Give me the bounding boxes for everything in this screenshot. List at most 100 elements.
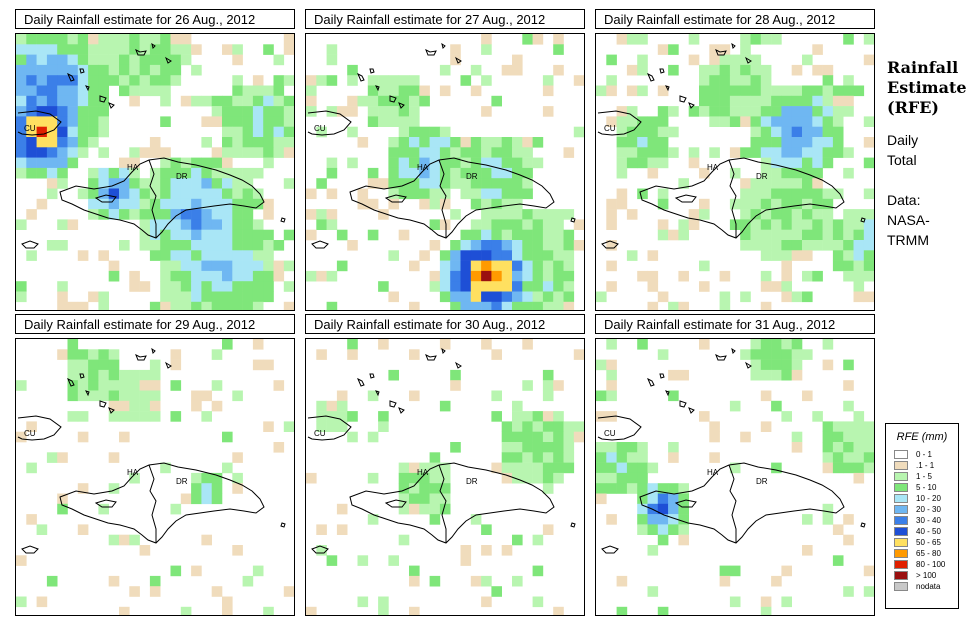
rainfall-cell xyxy=(481,137,492,148)
rainfall-cell xyxy=(470,188,482,200)
legend-swatch xyxy=(894,538,908,547)
rainfall-cell xyxy=(98,188,109,200)
rainfall-cell xyxy=(378,281,389,292)
rainfall-cell xyxy=(191,390,202,402)
rainfall-cell xyxy=(46,44,58,55)
rainfall-cell xyxy=(98,75,109,86)
rainfall-cell xyxy=(802,147,813,158)
rainfall-cell xyxy=(553,219,564,230)
rainfall-cell xyxy=(822,126,834,138)
rainfall-cell xyxy=(119,64,130,76)
rainfall-cell xyxy=(170,219,182,230)
rainfall-cell xyxy=(719,95,731,107)
rainfall-cell xyxy=(802,514,813,525)
rainfall-cell xyxy=(252,301,264,310)
legend-label: 80 - 100 xyxy=(916,560,946,569)
rainfall-cell xyxy=(232,229,243,241)
rainfall-cell xyxy=(481,34,492,45)
rainfall-cell xyxy=(512,291,523,303)
rainfall-cell xyxy=(88,106,99,117)
rainfall-cell xyxy=(242,167,254,179)
rainfall-cell xyxy=(481,524,492,535)
rainfall-cell xyxy=(232,483,243,494)
rainfall-cell xyxy=(326,75,338,86)
rainfall-cell xyxy=(326,209,338,220)
rainfall-cell xyxy=(822,64,834,76)
rainfall-cell xyxy=(843,209,854,220)
rainfall-cell xyxy=(326,157,338,169)
rainfall-cell xyxy=(606,369,617,381)
rainfall-cell xyxy=(542,281,554,292)
rainfall-cell xyxy=(77,390,89,402)
rainfall-cell xyxy=(843,240,854,251)
rainfall-cell xyxy=(439,147,451,158)
rainfall-cell xyxy=(26,95,37,107)
rainfall-cell xyxy=(429,483,441,494)
rainfall-cell xyxy=(522,339,533,350)
rainfall-cell xyxy=(853,270,865,282)
rainfall-cell xyxy=(119,411,130,422)
rainfall-cell xyxy=(232,95,243,107)
rainfall-cell xyxy=(522,291,533,303)
rainfall-cell xyxy=(637,116,648,127)
rainfall-cell xyxy=(129,95,140,107)
rainfall-cell xyxy=(822,106,834,117)
rainfall-cell xyxy=(460,229,472,241)
rainfall-cell xyxy=(419,167,430,179)
rainfall-cell xyxy=(812,198,823,210)
rainfall-cell xyxy=(67,157,79,169)
rainfall-cell xyxy=(791,188,803,200)
rainfall-cell xyxy=(450,301,461,310)
rainfall-cell xyxy=(398,534,410,546)
rainfall-cell xyxy=(853,462,865,474)
rainfall-cell xyxy=(781,369,792,381)
rainfall-cell xyxy=(606,339,617,350)
bahamas-coastline xyxy=(357,347,462,414)
rainfall-cell xyxy=(802,291,813,303)
rainfall-cell xyxy=(398,147,410,158)
rainfall-cell xyxy=(273,240,285,251)
jamaica-coastline xyxy=(311,240,329,249)
rainfall-cell xyxy=(222,95,233,107)
rainfall-cell xyxy=(637,188,648,200)
rainfall-cell xyxy=(170,240,182,251)
rainfall-cell xyxy=(129,178,140,189)
rainfall-cell xyxy=(378,421,389,432)
rainfall-cell xyxy=(16,281,27,292)
rainfall-cell xyxy=(139,198,151,210)
rainfall-cell xyxy=(668,493,679,505)
rainfall-cell xyxy=(16,596,27,608)
rainfall-cell xyxy=(409,178,420,189)
rainfall-cell xyxy=(180,270,192,282)
rainfall-cell xyxy=(606,240,617,251)
rainfall-cell xyxy=(647,147,659,158)
rainfall-cell xyxy=(802,270,813,282)
rainfall-cell xyxy=(306,106,317,117)
rainfall-cell xyxy=(501,167,513,179)
rainfall-cell xyxy=(367,198,379,210)
rainfall-cell xyxy=(606,483,617,494)
rainfall-cell xyxy=(460,250,472,261)
rainfall-cell xyxy=(863,116,874,127)
rainfall-cell xyxy=(67,54,79,66)
rainfall-cell xyxy=(501,219,513,230)
rainfall-cell xyxy=(222,178,233,189)
rainfall-cell xyxy=(388,75,399,86)
rainfall-cell xyxy=(252,260,264,272)
rainfall-cell xyxy=(160,95,171,107)
rainfall-cell xyxy=(439,281,451,292)
rainfall-cell xyxy=(791,219,803,230)
rainfall-cell xyxy=(699,64,710,76)
rainfall-cell xyxy=(460,188,472,200)
cuba-coastline xyxy=(597,415,642,441)
rainfall-cell xyxy=(771,178,782,189)
rainfall-cell xyxy=(108,411,120,422)
rainfall-cell xyxy=(606,472,617,484)
rainfall-cell xyxy=(419,472,430,484)
rainfall-cell xyxy=(719,116,731,127)
rainfall-cell xyxy=(791,229,803,241)
rainfall-cell xyxy=(512,534,523,546)
rainfall-cell xyxy=(501,209,513,220)
rainfall-cell xyxy=(232,209,243,220)
rainfall-cell xyxy=(419,85,430,97)
